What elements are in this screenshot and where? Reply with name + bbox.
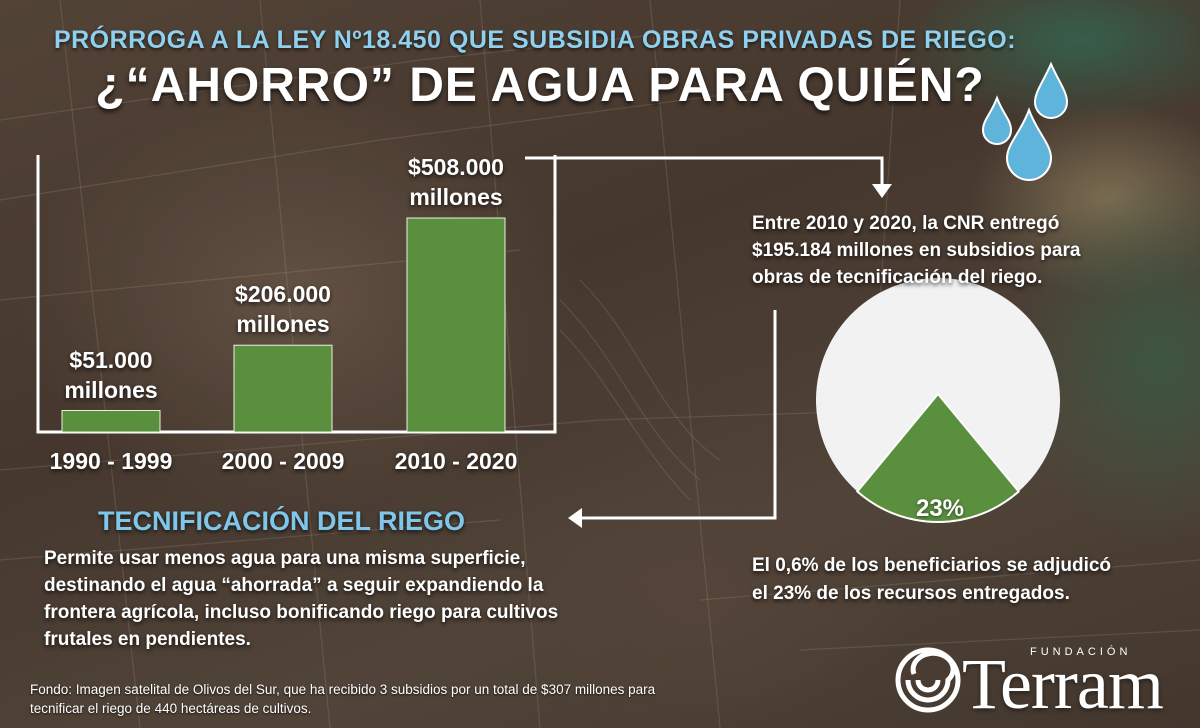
- subtitle: PRÓRROGA A LA LEY Nº18.450 QUE SUBSIDIA …: [53, 26, 1017, 54]
- tecnificacion-text: Permite usar menos agua para una misma s…: [44, 548, 559, 650]
- category-label: 2000 - 2009: [221, 448, 345, 474]
- pie-caption: El 0,6% de los beneficiarios se adjudicó…: [752, 555, 1112, 604]
- logo-wordmark: Terram: [962, 644, 1164, 724]
- arrow-head: [568, 508, 582, 528]
- pie-chart: [816, 278, 1060, 523]
- page-title: ¿“AHORRO” DE AGUA PARA QUIÉN?: [95, 59, 985, 112]
- arrow-to-tecnificacion: [575, 310, 777, 520]
- terram-logo: [895, 647, 961, 713]
- water-drops: [981, 61, 1069, 181]
- bar-2010-2020: [406, 217, 506, 433]
- arrow-head: [872, 184, 892, 198]
- pie-slice-rest: [816, 278, 1060, 492]
- category-label: 2010 - 2020: [394, 448, 518, 474]
- tecnificacion-title: TECNIFICACIÓN DEL RIEGO: [98, 506, 466, 536]
- category-label: 1990 - 1999: [49, 448, 173, 474]
- source-note: Fondo: Imagen satelital de Olivos del Su…: [30, 682, 656, 716]
- cnr-subsidy-text: Entre 2010 y 2020, la CNR entregó $195.1…: [752, 213, 1081, 288]
- bar-2000-2009: [233, 344, 333, 433]
- water-drop-icon: [1033, 61, 1069, 119]
- water-drop-icon: [1005, 107, 1053, 181]
- spiral-icon: [895, 647, 961, 713]
- pie-slice-23: [855, 392, 1021, 523]
- pie-slice-label: 23%: [915, 495, 965, 522]
- bar-1990-1999: [61, 410, 161, 433]
- bar-value-label: $206.000 millones: [235, 281, 331, 338]
- water-drop-icon: [981, 95, 1013, 145]
- bar-value-label: $508.000 millones: [408, 154, 504, 210]
- bar-value-label: $51.000 millones: [64, 346, 158, 403]
- arrow-to-text: [525, 156, 884, 190]
- logo-subtitle: FUNDACIÓN: [1030, 646, 1132, 658]
